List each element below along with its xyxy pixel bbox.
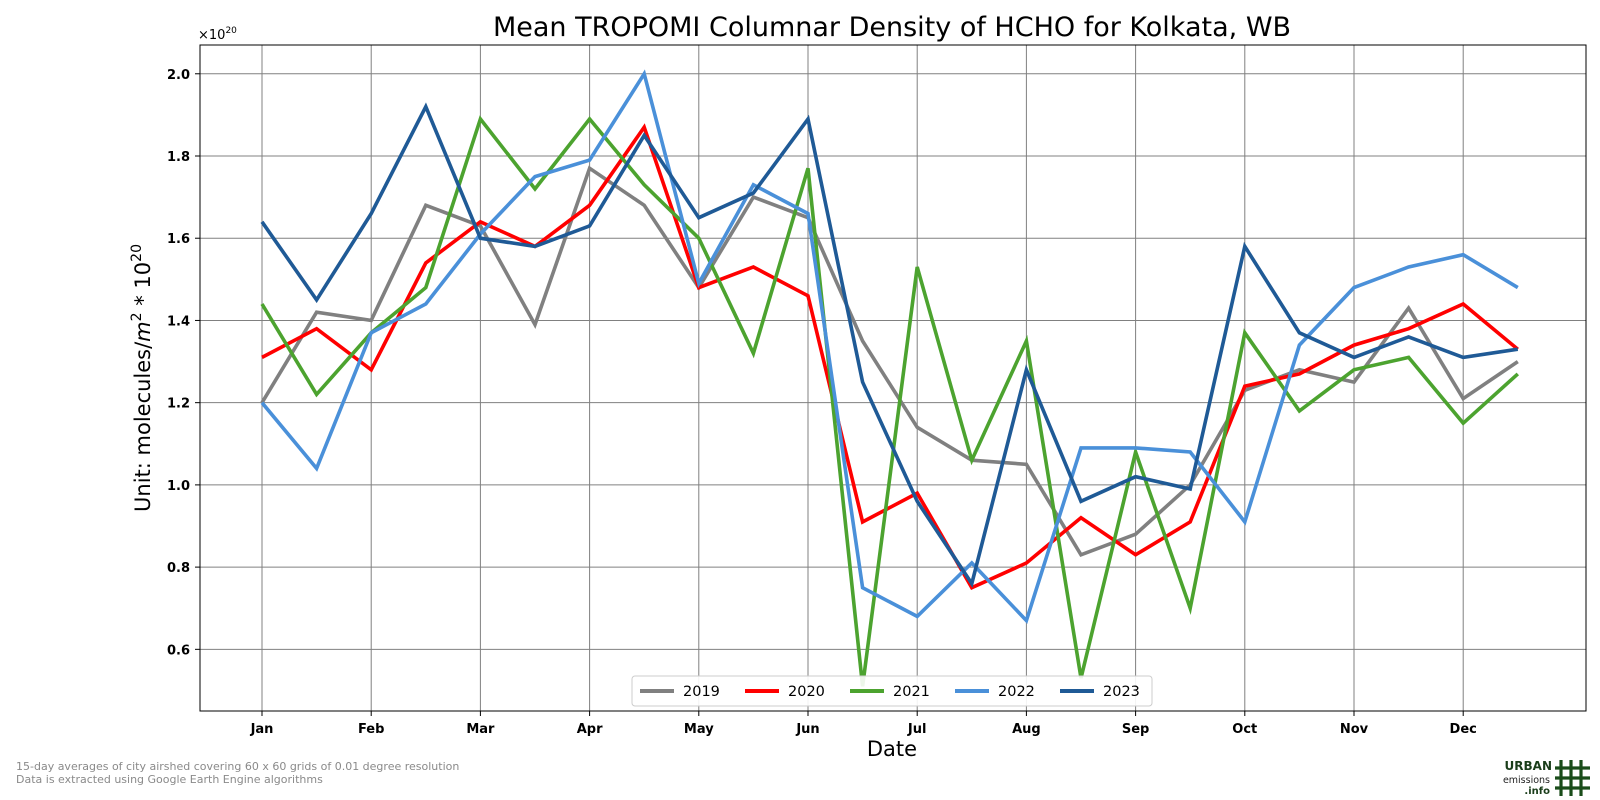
x-axis-label: Date — [867, 737, 917, 761]
x-tick-label: Feb — [358, 722, 384, 737]
y-axis-label-text: Unit: molecules/ — [131, 341, 155, 512]
y-tick-label: 2.0 — [167, 68, 190, 83]
series-line-2021 — [260, 115, 1520, 687]
offset-base: ×10 — [198, 28, 225, 43]
svg-text:×1020: ×1020 — [198, 26, 237, 43]
y-tick-label: 0.6 — [167, 643, 190, 658]
x-tick-label: Jan — [250, 722, 274, 737]
legend-box — [631, 675, 1153, 707]
series-line-2023 — [260, 102, 1519, 588]
offset-exponent: 20 — [225, 26, 237, 36]
legend-label-2023: 2023 — [1103, 684, 1140, 700]
x-tick-label: Mar — [466, 722, 495, 737]
x-tick-label: Jun — [795, 722, 819, 737]
y-axis-label-unit-exp: 2 — [129, 312, 145, 321]
grid-lines — [200, 45, 1586, 711]
series-line-2019 — [260, 165, 1519, 558]
plot-area-frame — [199, 44, 1587, 712]
x-tick-label: Dec — [1450, 722, 1477, 737]
footnote-line-1: 15-day averages of city airshed covering… — [16, 760, 460, 773]
logo-line-2: emissions — [1503, 775, 1550, 786]
y-axis-offset-label: ×1020 — [198, 26, 237, 43]
y-axis-label: Unit: molecules/m2 * 1020 — [129, 244, 155, 512]
y-tick-label: 1.4 — [167, 314, 190, 329]
x-tick-label: May — [684, 722, 714, 737]
x-tick-label: Nov — [1340, 722, 1369, 737]
legend-label-2021: 2021 — [893, 684, 930, 700]
x-axis-ticks: Jan Feb Mar Apr May Jun Jul Aug Sep Oct Nov Dec — [250, 711, 1477, 737]
legend-label-2019: 2019 — [683, 684, 720, 700]
y-tick-label: 1.2 — [167, 397, 190, 412]
x-tick-label: Aug — [1012, 722, 1041, 737]
legend-label-2020: 2020 — [788, 684, 825, 700]
series-lines — [260, 69, 1520, 687]
x-tick-label: Jul — [907, 722, 927, 737]
y-axis-label-mult: * 10 — [131, 262, 155, 313]
urban-emissions-logo: URBAN emissions .info — [1503, 759, 1590, 796]
y-tick-label: 1.8 — [167, 150, 190, 165]
logo-line-3: .info — [1524, 786, 1550, 796]
y-axis-ticks: 0.6 0.8 1.0 1.2 1.4 1.6 1.8 2.0 — [167, 68, 200, 658]
footnote-line-2: Data is extracted using Google Earth Eng… — [16, 773, 323, 786]
logo-line-1: URBAN — [1505, 759, 1552, 773]
x-tick-label: Oct — [1232, 722, 1257, 737]
y-tick-label: 1.6 — [167, 232, 190, 247]
x-tick-label: Sep — [1122, 722, 1150, 737]
chart-title: Mean TROPOMI Columnar Density of HCHO fo… — [493, 12, 1291, 43]
y-axis-label-mult-exp: 20 — [129, 244, 145, 262]
series-line-2020 — [261, 123, 1519, 591]
x-tick-label: Apr — [577, 722, 603, 737]
grid-logo-icon — [1555, 760, 1590, 796]
legend-label-2022: 2022 — [998, 684, 1035, 700]
y-axis-label-unit: m — [131, 321, 155, 341]
y-tick-label: 1.0 — [167, 479, 190, 494]
legend: 2019 2020 2021 2022 2023 — [631, 675, 1153, 707]
y-tick-label: 0.8 — [167, 561, 190, 576]
